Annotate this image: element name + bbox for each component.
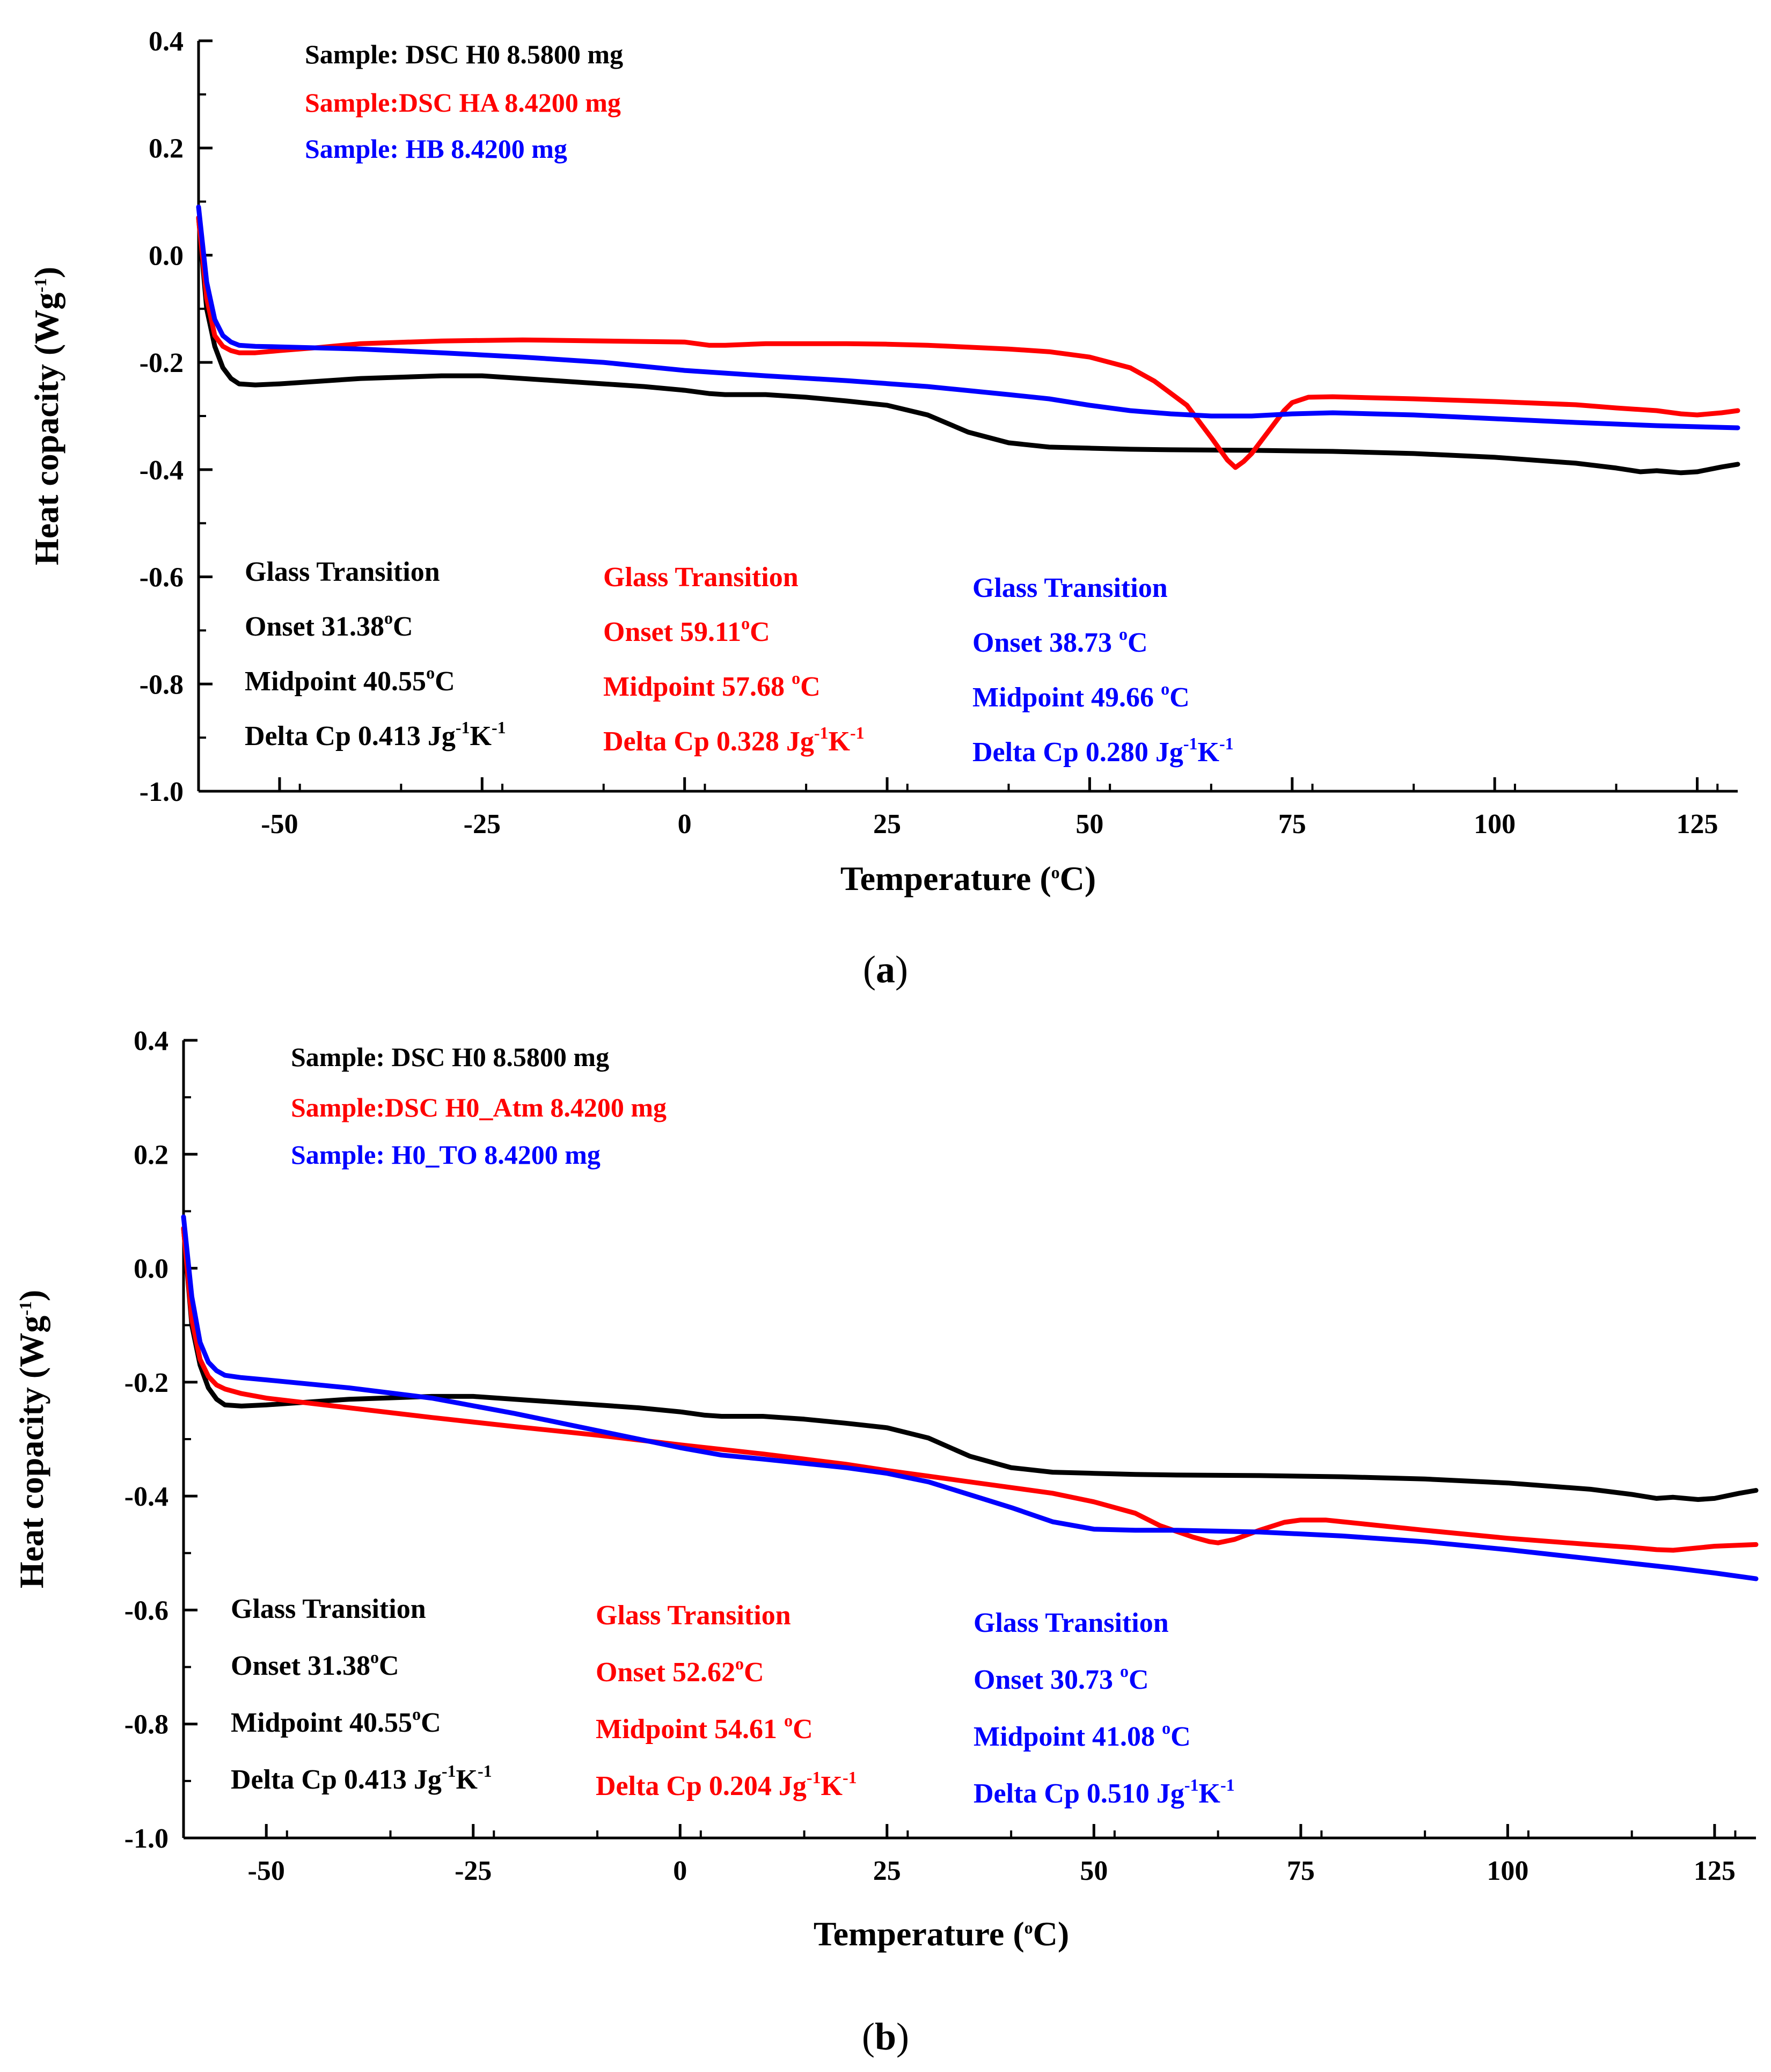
y-axis-title: Heat copacity (Wg-1​) [27, 267, 65, 565]
y-tick-label: 0.2 [134, 1140, 169, 1170]
y-tick-label: 0.4 [149, 26, 184, 57]
legend-entry: Sample: DSC H0 8.5800 mg [305, 39, 623, 69]
x-tick-label: 100 [1474, 809, 1516, 840]
annotation-line: Onset 31.38o​C [245, 608, 413, 642]
annotation-line: Onset 31.38o​C [231, 1647, 399, 1681]
chart-panel-b: -1.0 -0.8 -0.6 -0.4 -0.2 0.0 0.2 0.4 -50 -25 0 25 50… [12, 1026, 1759, 2058]
series-line-1 [181, 1225, 1759, 1502]
annotation-line: Delta Cp 0.280 Jg-1​K-1​ [972, 734, 1234, 768]
y-tick-label: -0.2 [140, 348, 184, 378]
y-tick-label: -0.6 [140, 563, 184, 593]
x-tick-label: 125 [1694, 1856, 1736, 1886]
series-line-1 [196, 215, 1740, 476]
y-tick-label: -0.8 [125, 1710, 169, 1740]
annotation-line: Onset 38.73 o​C [972, 624, 1148, 658]
chart-panel-a: -1.0 -0.8 -0.6 -0.4 -0.2 0.0 0.2 0.4 -50 -25 0 25 50… [27, 26, 1740, 991]
x-tick-label: 25 [873, 1856, 901, 1886]
y-axis-title: Heat copacity (Wg-1​) [12, 1290, 50, 1588]
panel-label: (b) [862, 2015, 909, 2058]
y-tick-label: 0.0 [134, 1254, 169, 1285]
y-tick-label: 0.4 [134, 1026, 169, 1056]
legend-entry: Sample: DSC H0 8.5800 mg [291, 1042, 609, 1072]
y-tick-label: 0.0 [149, 240, 184, 271]
y-tick-label: -0.2 [125, 1368, 169, 1398]
y-tick-label: -0.4 [140, 455, 184, 486]
x-tick-label: 50 [1075, 809, 1103, 840]
x-tick-label: 0 [673, 1856, 687, 1886]
y-tick-label: -1.0 [140, 777, 184, 807]
annotation-line: Glass Transition [245, 557, 440, 587]
series-line-3 [181, 1214, 1759, 1581]
legend-entry: Sample:DSC H0_Atm 8.4200 mg [291, 1092, 667, 1122]
series-line-3 [196, 205, 1740, 431]
panel-label: (a) [863, 948, 908, 991]
x-tick-label: -25 [455, 1856, 492, 1886]
annotation-line: Glass Transition [974, 1608, 1169, 1638]
annotation-line: Delta Cp 0.413 Jg-1​K-1​ [245, 718, 506, 752]
x-tick-label: -50 [248, 1856, 285, 1886]
annotation-line: Onset 59.11o​C [603, 614, 770, 647]
x-tick-label: 50 [1080, 1856, 1108, 1886]
annotation-line: Delta Cp 0.328 Jg-1​K-1​ [603, 723, 865, 757]
x-tick-label: 0 [678, 809, 692, 840]
annotation-line: Midpoint 54.61 o​C [596, 1711, 813, 1745]
annotation-line: Glass Transition [231, 1594, 426, 1624]
y-tick-label: -0.8 [140, 669, 184, 700]
annotation-line: Glass Transition [603, 562, 799, 593]
annotation-line: Delta Cp 0.204 Jg-1​K-1​ [596, 1768, 857, 1801]
annotation-line: Midpoint 57.68 o​C [603, 668, 821, 702]
annotation-line: Midpoint 49.66 o​C [972, 679, 1190, 713]
annotation-line: Delta Cp 0.510 Jg-1​K-1​ [974, 1775, 1235, 1809]
x-axis-title: Temperature (o​C) [840, 859, 1096, 898]
annotation-line: Midpoint 40.55o​C [245, 663, 455, 697]
legend-entry: Sample: H0_TO 8.4200 mg [291, 1140, 601, 1170]
annotation-line: Midpoint 41.08 o​C [974, 1718, 1191, 1752]
x-axis-title: Temperature (o​C) [814, 1915, 1069, 1953]
y-tick-label: -0.6 [125, 1595, 169, 1626]
legend-entry: Sample:DSC HA 8.4200 mg [305, 87, 621, 118]
series-line-2 [181, 1225, 1759, 1553]
legend-entry: Sample: HB 8.4200 mg [305, 134, 567, 164]
x-tick-label: 75 [1287, 1856, 1315, 1886]
annotation-line: Onset 52.62o​C [596, 1654, 764, 1688]
x-tick-label: 25 [873, 809, 901, 840]
x-tick-label: -25 [464, 809, 501, 840]
x-tick-label: 100 [1487, 1856, 1528, 1886]
y-tick-label: -1.0 [125, 1823, 169, 1854]
annotation-line: Onset 30.73 o​C [974, 1661, 1149, 1695]
annotation-line: Delta Cp 0.413 Jg-1​K-1​ [231, 1761, 492, 1795]
annotation-line: Glass Transition [596, 1600, 791, 1631]
x-tick-label: 75 [1278, 809, 1306, 840]
y-tick-label: -0.4 [125, 1482, 169, 1512]
annotation-line: Midpoint 40.55o​C [231, 1704, 441, 1738]
x-tick-label: 125 [1677, 809, 1718, 840]
annotation-line: Glass Transition [972, 573, 1168, 603]
x-tick-label: -50 [261, 809, 298, 840]
y-tick-label: 0.2 [149, 134, 184, 164]
